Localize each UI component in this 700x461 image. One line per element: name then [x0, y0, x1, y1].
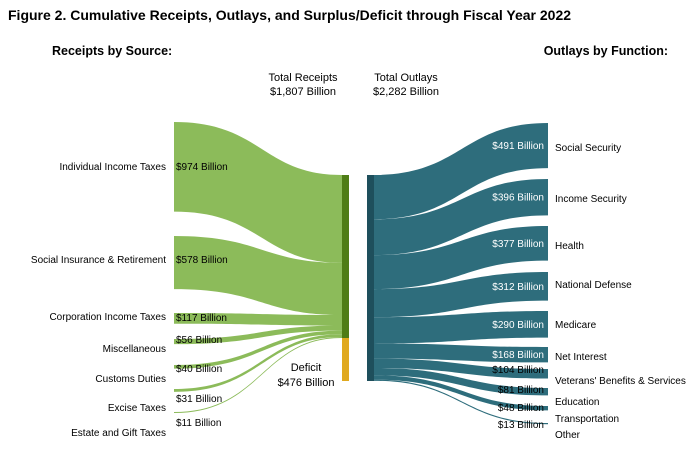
outlay-flow-medicare: [374, 311, 548, 344]
outlay-flow-social-security: [374, 123, 548, 220]
outlay-flow-veterans-benefits-services: [374, 358, 548, 379]
receipt-name-customs-duties: Customs Duties: [95, 374, 166, 385]
outlays-total-bar: [367, 175, 374, 381]
outlay-amount-health: $377 Billion: [492, 239, 544, 250]
deficit-label: Deficit: [291, 362, 322, 374]
outlay-labels: $491 Billion Social Security $396 Billion I…: [492, 141, 686, 441]
outlay-flow-income-security: [374, 179, 548, 256]
outlay-amount-veterans-benefits-services: $104 Billion: [492, 365, 544, 376]
receipts-total-bar: [342, 175, 349, 338]
receipt-name-estate-and-gift-taxes: Estate and Gift Taxes: [71, 428, 166, 439]
total-outlays-value: $2,282 Billion: [373, 86, 439, 98]
receipt-flow-customs-duties: [174, 330, 342, 369]
receipt-amount-customs-duties: $40 Billion: [176, 364, 222, 375]
outlay-name-medicare: Medicare: [555, 320, 597, 331]
outlay-amount-social-security: $491 Billion: [492, 141, 544, 152]
receipt-flow-miscellaneous: [174, 325, 342, 345]
outlay-flows: [374, 123, 548, 425]
outlay-flow-transportation: [374, 375, 548, 411]
receipt-amount-miscellaneous: $56 Billion: [176, 335, 222, 346]
receipt-name-social-insurance-retirement: Social Insurance & Retirement: [31, 255, 166, 266]
outlay-name-education: Education: [555, 397, 599, 408]
outlays-header: Outlays by Function:: [544, 44, 668, 58]
total-receipts-value: $1,807 Billion: [270, 86, 336, 98]
outlay-amount-transportation: $48 Billion: [498, 403, 544, 414]
receipts-header: Receipts by Source:: [52, 44, 172, 58]
total-outlays-label: Total Outlays: [374, 72, 438, 84]
outlay-flow-education: [374, 368, 548, 396]
outlay-flow-net-interest: [374, 343, 548, 363]
outlay-name-income-security: Income Security: [555, 194, 627, 205]
outlay-name-social-security: Social Security: [555, 143, 621, 154]
receipt-amount-social-insurance-retirement: $578 Billion: [176, 255, 228, 266]
receipt-name-corporation-income-taxes: Corporation Income Taxes: [49, 312, 166, 323]
figure-title: Figure 2. Cumulative Receipts, Outlays, …: [8, 7, 571, 23]
receipt-amount-estate-and-gift-taxes: $11 Billion: [176, 418, 221, 429]
outlay-name-net-interest: Net Interest: [555, 352, 607, 363]
receipt-flow-social-insurance-retirement: [174, 236, 342, 315]
outlay-name-veterans-benefits-services: Veterans' Benefits & Services: [555, 376, 686, 387]
receipt-name-miscellaneous: Miscellaneous: [103, 344, 166, 355]
receipt-name-individual-income-taxes: Individual Income Taxes: [59, 162, 166, 173]
outlay-amount-national-defense: $312 Billion: [492, 282, 544, 293]
outlay-flow-other: [374, 379, 548, 425]
outlay-name-health: Health: [555, 241, 584, 252]
outlay-amount-education: $81 Billion: [498, 385, 544, 396]
outlay-name-other: Other: [555, 430, 581, 441]
outlay-flow-health: [374, 226, 548, 290]
outlay-name-national-defense: National Defense: [555, 280, 632, 291]
receipt-amount-individual-income-taxes: $974 Billion: [176, 162, 228, 173]
receipt-flow-individual-income-taxes: [174, 122, 342, 263]
receipt-labels: Individual Income Taxes $974 Billion Socia…: [31, 162, 228, 439]
receipt-flows: [174, 122, 342, 414]
outlay-flow-national-defense: [374, 272, 548, 318]
receipt-amount-excise-taxes: $31 Billion: [176, 394, 222, 405]
outlay-amount-income-security: $396 Billion: [492, 193, 544, 204]
total-receipts-label: Total Receipts: [268, 72, 338, 84]
receipt-amount-corporation-income-taxes: $117 Billion: [176, 313, 227, 324]
receipt-name-excise-taxes: Excise Taxes: [108, 403, 166, 414]
deficit-value: $476 Billion: [278, 377, 335, 389]
receipt-flow-corporation-income-taxes: [174, 313, 342, 326]
outlay-amount-net-interest: $168 Billion: [492, 350, 544, 361]
deficit-bar: [342, 338, 349, 381]
outlay-amount-other: $13 Billion: [498, 420, 544, 431]
outlay-name-transportation: Transportation: [555, 414, 619, 425]
outlay-amount-medicare: $290 Billion: [492, 320, 544, 331]
